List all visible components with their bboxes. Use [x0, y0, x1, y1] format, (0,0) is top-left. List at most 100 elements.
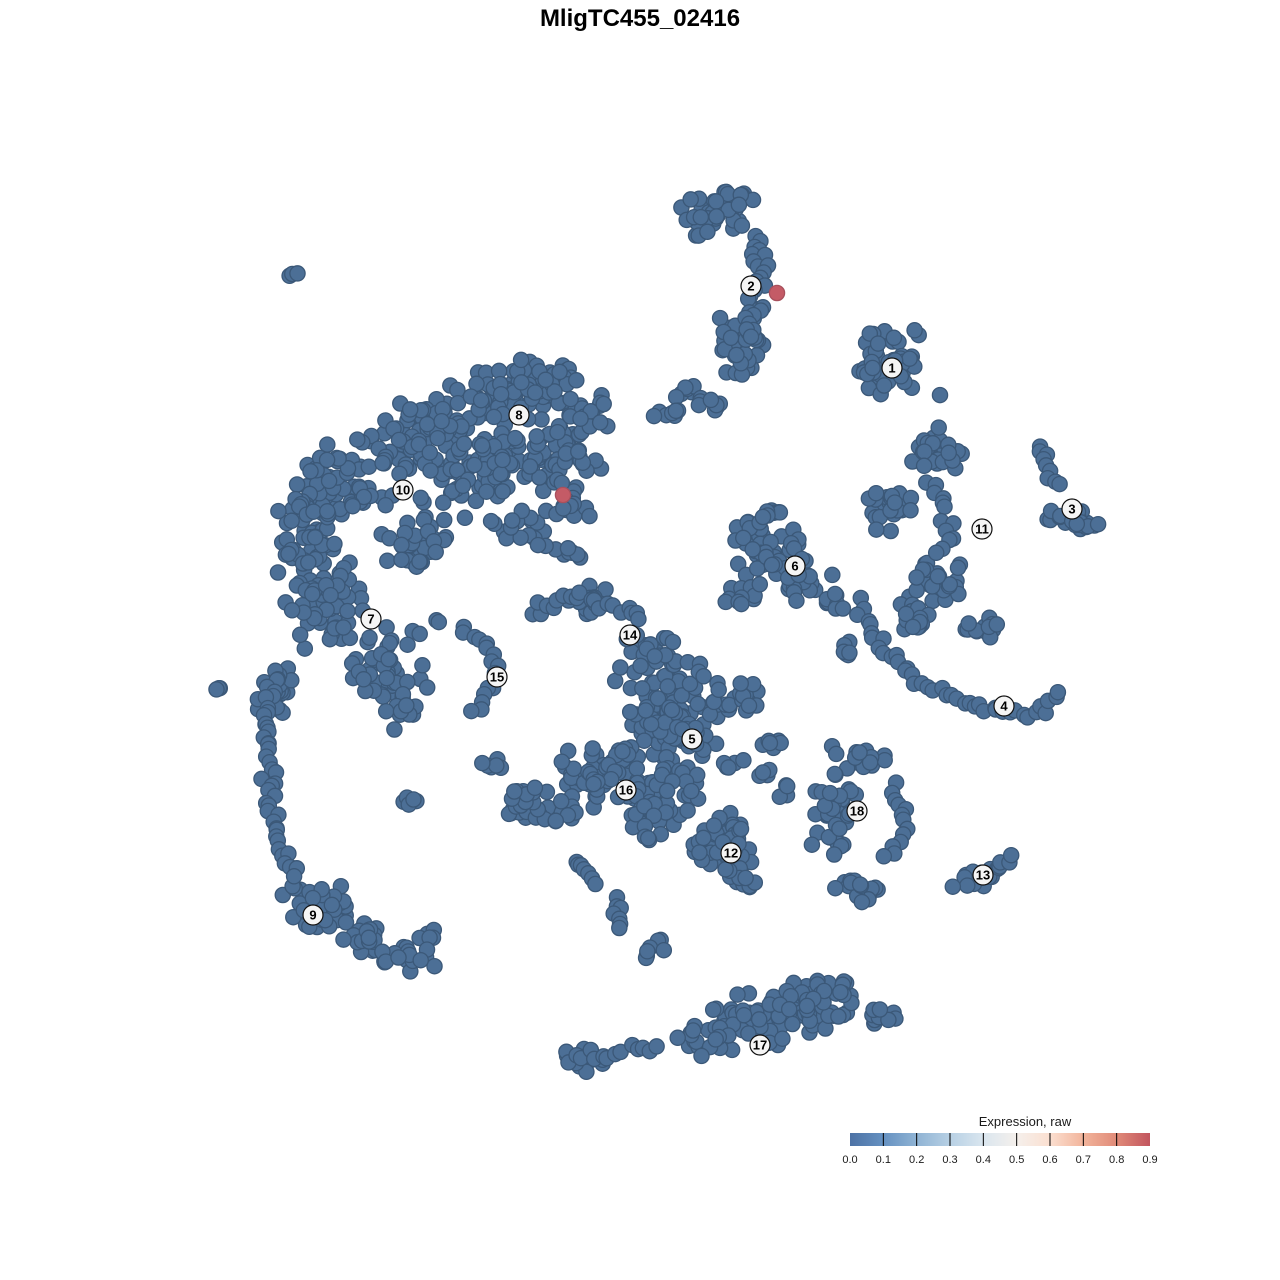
- data-point: [418, 679, 436, 696]
- data-point: [673, 687, 690, 704]
- cluster-label-circle: [486, 666, 508, 688]
- data-point: [853, 893, 871, 911]
- highlighted-points-layer: [554, 284, 786, 504]
- cluster-label-circle: [1061, 498, 1083, 520]
- data-point: [386, 721, 403, 738]
- data-point: [611, 919, 628, 937]
- data-point: [707, 193, 725, 210]
- data-point: [304, 585, 321, 603]
- data-point: [584, 740, 601, 757]
- cluster-label-13: 13: [972, 864, 994, 886]
- data-point: [798, 997, 816, 1015]
- data-point: [323, 896, 341, 914]
- data-point: [411, 625, 428, 643]
- cluster-label-number: 2: [747, 279, 754, 294]
- legend-tick-labels: 0.0 0.1 0.2 0.3 0.4 0.5 0.6 0.7 0.8 0.9: [842, 1154, 1157, 1166]
- legend-tick-label: 0.0: [842, 1154, 857, 1166]
- data-point: [663, 701, 681, 719]
- data-point: [482, 512, 500, 530]
- data-point: [761, 734, 779, 752]
- data-point: [642, 715, 660, 733]
- legend-tick-label: 0.3: [942, 1154, 957, 1166]
- data-point: [1089, 515, 1107, 533]
- data-point: [729, 986, 746, 1003]
- highlighted-data-point: [554, 486, 572, 504]
- data-point: [559, 540, 577, 557]
- cluster-label-circle: [681, 728, 703, 750]
- data-point: [940, 444, 957, 462]
- cluster-label-circle: [881, 357, 903, 379]
- data-point: [1049, 683, 1067, 701]
- legend-tick-label: 0.7: [1076, 1154, 1091, 1166]
- data-point: [291, 626, 309, 644]
- data-point: [717, 861, 734, 878]
- data-point: [391, 465, 408, 483]
- data-point: [288, 476, 306, 493]
- cluster-label-circle: [784, 555, 806, 577]
- data-point: [737, 869, 754, 887]
- data-point: [280, 545, 297, 563]
- data-point: [754, 508, 772, 526]
- data-point: [936, 498, 953, 515]
- data-point: [531, 469, 548, 486]
- data-point: [455, 435, 473, 453]
- legend-tick-label: 0.2: [909, 1154, 924, 1166]
- data-point: [269, 564, 287, 581]
- data-point: [571, 584, 588, 601]
- data-point: [393, 551, 410, 569]
- cluster-label-circle: [392, 479, 414, 501]
- data-point: [885, 329, 903, 347]
- cluster-label-number: 18: [850, 804, 864, 819]
- data-point: [434, 494, 452, 511]
- data-point: [659, 678, 676, 695]
- cluster-label-number: 8: [515, 408, 522, 423]
- cluster-label-6: 6: [784, 555, 806, 577]
- data-point: [960, 615, 977, 632]
- cluster-label-number: 3: [1068, 502, 1075, 517]
- data-point: [908, 569, 925, 586]
- data-point: [456, 509, 474, 527]
- data-point: [876, 751, 893, 769]
- data-point: [916, 443, 933, 460]
- data-point: [621, 703, 639, 721]
- data-point: [602, 770, 620, 788]
- data-point: [283, 602, 301, 619]
- data-point: [552, 793, 570, 810]
- cluster-label-circle: [720, 842, 742, 864]
- data-point: [529, 536, 547, 554]
- data-point: [851, 876, 869, 893]
- cluster-label-15: 15: [486, 666, 508, 688]
- data-point: [433, 412, 450, 430]
- data-point: [326, 535, 343, 553]
- data-point: [1051, 475, 1068, 493]
- data-point: [693, 1047, 710, 1065]
- cluster-label-18: 18: [846, 800, 868, 822]
- data-point: [355, 488, 373, 506]
- data-point: [904, 618, 922, 636]
- data-point: [664, 633, 682, 651]
- cluster-label-14: 14: [619, 624, 641, 646]
- cluster-label-3: 3: [1061, 498, 1083, 520]
- data-point: [658, 782, 676, 800]
- cluster-label-10: 10: [392, 479, 414, 501]
- data-point: [902, 502, 919, 519]
- cluster-label-2: 2: [740, 275, 762, 297]
- data-point: [691, 844, 708, 861]
- data-point: [628, 760, 646, 777]
- data-point: [944, 878, 962, 895]
- data-point: [591, 414, 609, 431]
- cluster-label-circle: [302, 904, 324, 926]
- data-point: [730, 196, 748, 214]
- data-point: [360, 929, 378, 947]
- cluster-label-number: 12: [724, 846, 738, 861]
- cluster-label-number: 9: [309, 908, 316, 923]
- data-point: [827, 745, 845, 763]
- data-point: [655, 941, 673, 959]
- data-point: [551, 363, 568, 381]
- data-point: [526, 779, 544, 797]
- data-point: [803, 836, 821, 853]
- data-point: [399, 636, 416, 653]
- cluster-label-number: 17: [753, 1038, 767, 1053]
- data-point: [788, 592, 805, 609]
